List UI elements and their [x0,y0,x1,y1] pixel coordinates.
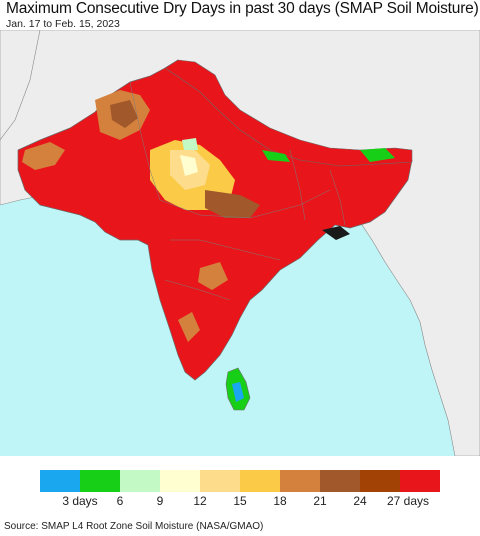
legend-swatch [320,470,360,492]
patch-brown-south [178,312,200,342]
legend-ticks: 3 days 6 9 12 15 18 21 24 27 days [40,494,440,510]
patch-green-northeast [360,148,395,162]
date-range: Jan. 17 to Feb. 15, 2023 [6,18,120,30]
land-outside-west [0,30,41,141]
patch-brown-deccan [198,262,228,290]
patch-darkbrown-nw [110,100,138,128]
legend-tick: 21 [313,494,327,508]
patch-pale [180,155,198,176]
legend-swatch [280,470,320,492]
legend-swatch [160,470,200,492]
legend-swatch [80,470,120,492]
legend-swatch [120,470,160,492]
legend-tick: 27 days [386,494,430,508]
source-credit: Source: SMAP L4 Root Zone Soil Moisture … [4,521,264,532]
internal-borders [129,81,346,301]
map-title: Maximum Consecutive Dry Days in past 30 … [6,0,479,17]
legend-tick: 12 [193,494,207,508]
legend-swatch [240,470,280,492]
legend-tick: 15 [233,494,247,508]
sri-lanka-blue [232,382,244,402]
legend-swatch [200,470,240,492]
patch-green-nepal [262,150,290,162]
patch-brown-west [22,142,65,170]
legend-tick: 18 [273,494,287,508]
legend-tick: 3 days [62,494,98,508]
patch-lightgreen-north [182,138,198,150]
legend-tick: 24 [353,494,367,508]
color-legend [40,470,440,492]
legend-swatch [360,470,400,492]
legend-tick: 6 [116,494,124,508]
patch-brown-gangetic [205,190,260,218]
legend-tick: 9 [156,494,164,508]
dry-days-map [0,30,480,456]
region-sundarbans [322,226,350,240]
legend-swatch [40,470,80,492]
legend-swatch [400,470,440,492]
